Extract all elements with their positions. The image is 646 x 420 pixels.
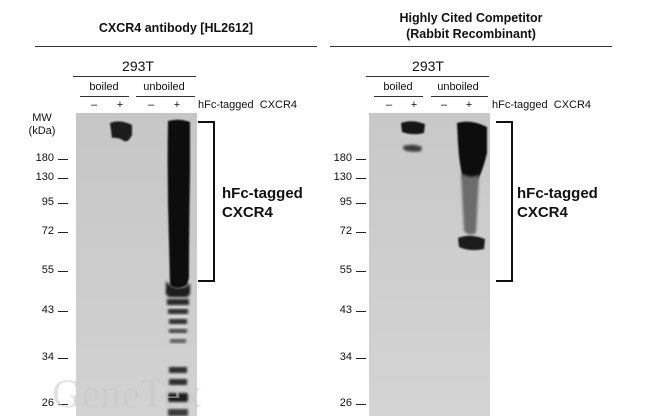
left-tick-55 (58, 271, 68, 272)
genetex-watermark: GeneTex (52, 371, 203, 416)
right-tick-180 (356, 159, 366, 160)
left-lane-4-sign: + (173, 99, 181, 111)
left-cell-line: 293T (122, 58, 154, 74)
left-tick-72 (58, 232, 68, 233)
right-tick-72 (356, 232, 366, 233)
left-lane-header: hFc-tagged CXCR4 (198, 99, 298, 111)
right-lane-3-sign: – (440, 99, 448, 111)
right-mw-55: 55 (339, 264, 352, 276)
right-tick-130 (356, 178, 366, 179)
left-band-bracket (198, 121, 215, 282)
right-lane-2-sign: + (410, 99, 418, 111)
left-mw-55: 55 (41, 264, 54, 276)
right-title-rule (330, 46, 612, 47)
left-mw-130: 130 (35, 171, 54, 183)
right-mw-72: 72 (339, 225, 352, 237)
right-unboiled-rule (431, 96, 488, 97)
right-cell-line-rule (366, 76, 489, 77)
left-cell-line-rule (73, 76, 196, 77)
right-panel-title-line-2: (Rabbit Recombinant) (406, 27, 536, 41)
right-tick-43 (356, 311, 366, 312)
left-kda-label: (kDa) (28, 125, 56, 137)
left-band-label: hFc-tagged CXCR4 (222, 184, 303, 222)
left-mw-label: MW (32, 112, 52, 124)
left-band-label-line-1: hFc-tagged (222, 185, 303, 202)
left-mw-95: 95 (41, 196, 54, 208)
right-mw-95: 95 (339, 196, 352, 208)
right-tick-34 (356, 358, 366, 359)
right-mw-26: 26 (339, 397, 352, 409)
left-mw-34: 34 (41, 351, 54, 363)
right-mw-180: 180 (333, 152, 352, 164)
right-cell-line: 293T (412, 58, 444, 74)
left-mw-26: 26 (41, 397, 54, 409)
left-mw-72: 72 (41, 225, 54, 237)
left-lane-2-sign: + (116, 99, 124, 111)
left-condition-boiled: boiled (89, 81, 119, 93)
right-condition-boiled: boiled (383, 81, 413, 93)
right-band-label-line-2: CXCR4 (517, 204, 568, 221)
right-band-label: hFc-tagged CXCR4 (517, 184, 598, 222)
left-boiled-rule (80, 96, 129, 97)
right-mw-43: 43 (339, 304, 352, 316)
right-blot-image (369, 113, 490, 416)
right-tick-55 (356, 271, 366, 272)
right-panel-title-line-1: Highly Cited Competitor (399, 11, 543, 25)
right-mw-34: 34 (339, 351, 352, 363)
left-tick-43 (58, 311, 68, 312)
left-condition-unboiled: unboiled (143, 81, 185, 93)
left-panel-title: CXCR4 antibody [HL2612] (98, 21, 254, 35)
right-lane-1-sign: – (385, 99, 393, 111)
right-tick-95 (356, 203, 366, 204)
left-tick-130 (58, 178, 68, 179)
left-title-rule (35, 46, 317, 47)
left-lane-3-sign: – (147, 99, 155, 111)
right-band-bracket (496, 121, 513, 282)
left-lane-1-sign: – (90, 99, 98, 111)
left-tick-26 (58, 404, 68, 405)
left-unboiled-rule (136, 96, 195, 97)
left-tick-180 (58, 159, 68, 160)
right-tick-26 (356, 404, 366, 405)
left-blot-image (76, 113, 197, 416)
left-tick-34 (58, 358, 68, 359)
right-lane-header: hFc-tagged CXCR4 (492, 99, 592, 111)
right-panel-title: Highly Cited Competitor (Rabbit Recombin… (330, 10, 612, 42)
left-mw-180: 180 (35, 152, 54, 164)
right-lane-4-sign: + (465, 99, 473, 111)
right-condition-unboiled: unboiled (437, 81, 479, 93)
left-mw-43: 43 (41, 304, 54, 316)
right-mw-130: 130 (333, 171, 352, 183)
right-band-label-line-1: hFc-tagged (517, 185, 598, 202)
left-mw-header: MW (kDa) (18, 112, 66, 138)
right-boiled-rule (374, 96, 423, 97)
left-tick-95 (58, 203, 68, 204)
left-band-label-line-2: CXCR4 (222, 204, 273, 221)
